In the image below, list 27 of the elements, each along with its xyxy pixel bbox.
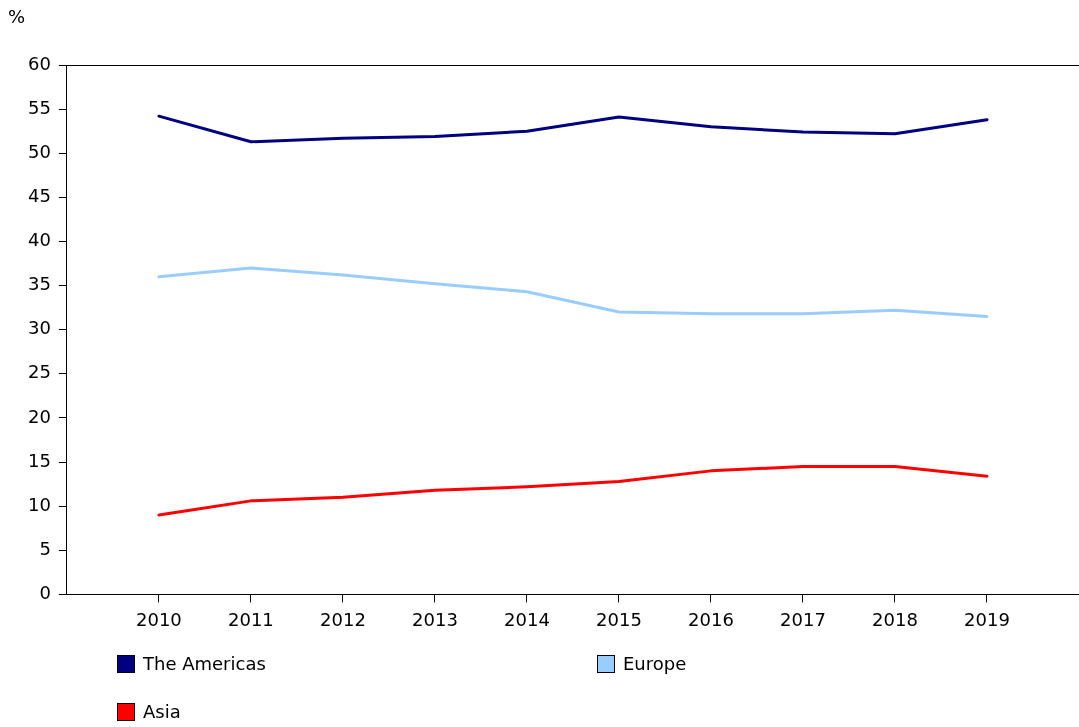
legend-label: The Americas bbox=[143, 653, 266, 674]
legend-label: Europe bbox=[623, 653, 687, 674]
y-tick-label: 15 bbox=[28, 449, 51, 471]
x-tick-label: 2012 bbox=[320, 608, 366, 630]
y-tick-label: 20 bbox=[28, 405, 51, 427]
y-tick-label: 5 bbox=[39, 537, 51, 559]
y-tick-label: 35 bbox=[28, 273, 51, 295]
x-tick-label: 2011 bbox=[228, 608, 274, 630]
legend-label: Asia bbox=[143, 701, 181, 722]
y-tick-label: 10 bbox=[28, 493, 51, 515]
x-tick-label: 2017 bbox=[780, 608, 826, 630]
y-tick-label: 60 bbox=[28, 52, 51, 74]
y-tick-label: 50 bbox=[28, 140, 51, 162]
y-tick-label: 45 bbox=[28, 185, 51, 207]
y-axis-title: % bbox=[8, 6, 26, 27]
y-tick-label: 0 bbox=[39, 582, 51, 604]
x-tick-label: 2010 bbox=[136, 608, 182, 630]
y-tick-label: 25 bbox=[28, 361, 51, 383]
x-tick-label: 2015 bbox=[596, 608, 642, 630]
y-tick-label: 40 bbox=[28, 229, 51, 251]
y-tick-label: 30 bbox=[28, 317, 51, 339]
y-tick-label: 55 bbox=[28, 96, 51, 118]
x-tick-label: 2019 bbox=[964, 608, 1010, 630]
x-tick-label: 2013 bbox=[412, 608, 458, 630]
x-tick-label: 2014 bbox=[504, 608, 550, 630]
x-tick-label: 2018 bbox=[872, 608, 918, 630]
x-tick-label: 2016 bbox=[688, 608, 734, 630]
